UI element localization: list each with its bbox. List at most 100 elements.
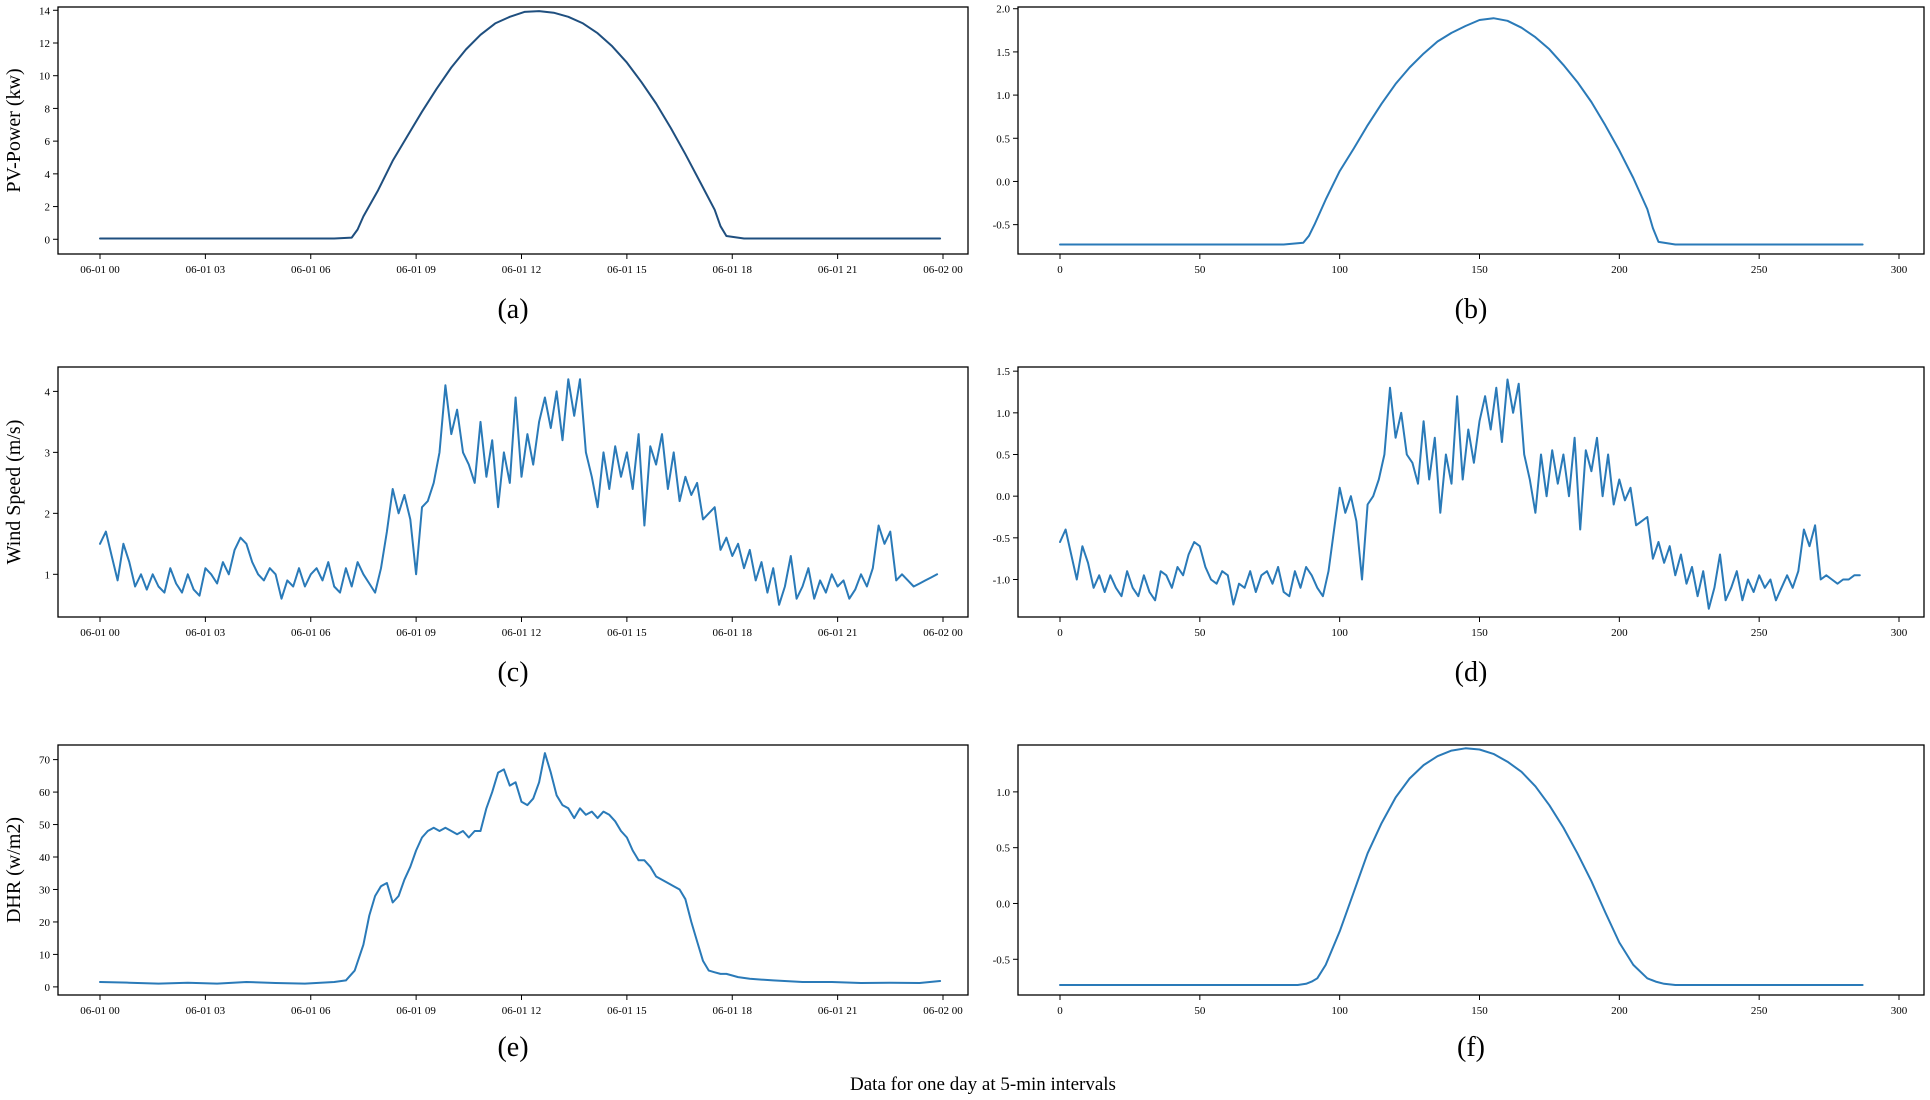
y-tick-a: 0	[45, 234, 58, 246]
y-tick-a: 14	[39, 5, 58, 17]
panel-e: 06-01 00 06-01 03 06-01 06 06-01 09 06-01 12…	[3, 744, 969, 1063]
y-tick-label: 20	[39, 917, 51, 929]
x-tick-label: 06-01 12	[502, 264, 541, 276]
y-tick-label: 6	[45, 136, 51, 148]
x-tick-label: 06-01 21	[818, 627, 857, 639]
x-tick-c: 06-01 09	[396, 617, 436, 639]
x-tick-label: 06-01 09	[396, 627, 436, 639]
y-tick-label: 10	[39, 71, 51, 83]
x-tick-label: 06-02 00	[923, 264, 963, 276]
x-tick-e: 06-01 03	[186, 995, 226, 1017]
plot-frame-b	[1017, 6, 1925, 255]
x-tick-d: 150	[1471, 617, 1488, 639]
plot-frame-a	[57, 6, 969, 255]
series-line-e	[99, 752, 942, 985]
y-tick-label: 50	[39, 820, 51, 832]
y-tick-label: 70	[39, 755, 51, 767]
y-tick-label: 0.5	[996, 843, 1010, 855]
series-line-a	[99, 10, 942, 240]
x-tick-b: 0	[1057, 254, 1063, 276]
y-tick-e: 0	[45, 982, 58, 994]
x-tick-f: 250	[1751, 995, 1768, 1017]
x-tick-label: 06-01 15	[607, 627, 647, 639]
y-tick-label: 1.0	[996, 90, 1010, 102]
x-tick-c: 06-01 06	[291, 617, 331, 639]
x-tick-label: 0	[1057, 264, 1063, 276]
x-tick-label: 06-01 12	[502, 1005, 541, 1017]
y-tick-a: 2	[45, 202, 58, 214]
panel-c: 06-01 00 06-01 03 06-01 06 06-01 09 06-01 12…	[3, 366, 969, 688]
y-tick-label: -0.5	[993, 954, 1011, 966]
y-tick-e: 40	[39, 852, 58, 864]
x-tick-label: 100	[1331, 1005, 1348, 1017]
y-tick-e: 10	[39, 949, 58, 961]
series-line-d	[1059, 378, 1861, 610]
x-tick-d: 200	[1611, 617, 1628, 639]
x-tick-label: 150	[1471, 264, 1488, 276]
y-tick-label: -1.0	[993, 575, 1011, 587]
panel-label-b: (b)	[1455, 294, 1488, 325]
x-tick-d: 100	[1331, 617, 1348, 639]
x-tick-e: 06-01 12	[502, 995, 541, 1017]
x-tick-b: 300	[1891, 254, 1908, 276]
panel-label-c: (c)	[497, 657, 528, 688]
y-tick-e: 70	[39, 755, 58, 767]
y-tick-c: 4	[45, 386, 58, 398]
panel-label-a: (a)	[497, 294, 528, 325]
x-tick-label: 150	[1471, 627, 1488, 639]
series-line-f	[1059, 747, 1864, 986]
x-tick-label: 06-01 06	[291, 264, 331, 276]
x-tick-label: 06-02 00	[923, 1005, 963, 1017]
y-tick-a: 12	[39, 38, 58, 50]
x-tick-label: 06-02 00	[923, 627, 963, 639]
x-tick-label: 200	[1611, 627, 1628, 639]
x-tick-label: 06-01 21	[818, 264, 857, 276]
x-tick-b: 250	[1751, 254, 1768, 276]
x-tick-label: 300	[1891, 264, 1908, 276]
x-tick-c: 06-02 00	[923, 617, 963, 639]
panel-b: 0 50 100 150 200 250 300 -0.5 0.0 0.5 1.0 1.5 2.0 (b)	[993, 4, 1925, 325]
x-tick-label: 100	[1331, 264, 1348, 276]
y-tick-label: 12	[39, 38, 50, 50]
x-tick-label: 06-01 06	[291, 627, 331, 639]
x-tick-label: 250	[1751, 627, 1768, 639]
y-tick-label: 10	[39, 949, 51, 961]
y-tick-label: 2.0	[996, 4, 1010, 16]
plot-frame-d	[1017, 366, 1925, 618]
y-tick-label: 30	[39, 884, 51, 896]
y-tick-label: -0.5	[993, 533, 1011, 545]
y-tick-f: 0.5	[996, 843, 1018, 855]
y-tick-d: 1.5	[996, 366, 1018, 378]
y-tick-b: -0.5	[993, 220, 1018, 232]
y-tick-label: 0.5	[996, 133, 1010, 145]
series-line-b	[1059, 17, 1864, 246]
y-tick-label: 1.0	[996, 408, 1010, 420]
panel-a: 06-01 00 06-01 03 06-01 06 06-01 09 06-01 12…	[3, 5, 969, 325]
x-tick-label: 06-01 21	[818, 1005, 857, 1017]
x-tick-label: 06-01 12	[502, 627, 541, 639]
x-tick-label: 150	[1471, 1005, 1488, 1017]
x-tick-a: 06-01 18	[713, 254, 752, 276]
x-tick-b: 100	[1331, 254, 1348, 276]
plot-frame-e	[57, 744, 969, 996]
y-tick-d: 0.5	[996, 450, 1018, 462]
x-tick-d: 300	[1891, 617, 1908, 639]
y-axis-label-a: PV-Power (kw)	[3, 68, 25, 192]
y-tick-e: 20	[39, 917, 58, 929]
x-tick-label: 100	[1331, 627, 1348, 639]
y-tick-f: 1.0	[996, 787, 1018, 799]
y-tick-label: -0.5	[993, 220, 1011, 232]
y-tick-label: 40	[39, 852, 51, 864]
x-tick-label: 250	[1751, 264, 1768, 276]
y-tick-d: 0.0	[996, 491, 1018, 503]
x-tick-label: 06-01 09	[396, 1005, 436, 1017]
x-tick-e: 06-01 21	[818, 995, 857, 1017]
y-tick-label: 1.5	[996, 366, 1010, 378]
y-tick-label: 4	[45, 386, 51, 398]
y-tick-label: 14	[39, 5, 51, 17]
shared-x-axis-label: Data for one day at 5-min intervals	[850, 1074, 1116, 1095]
panel-d: 0 50 100 150 200 250 300 -1.0 -0.5 0.0 0.5 1.0 1.5 (d…	[993, 366, 1925, 688]
x-tick-e: 06-01 00	[80, 995, 120, 1017]
x-tick-e: 06-01 09	[396, 995, 436, 1017]
